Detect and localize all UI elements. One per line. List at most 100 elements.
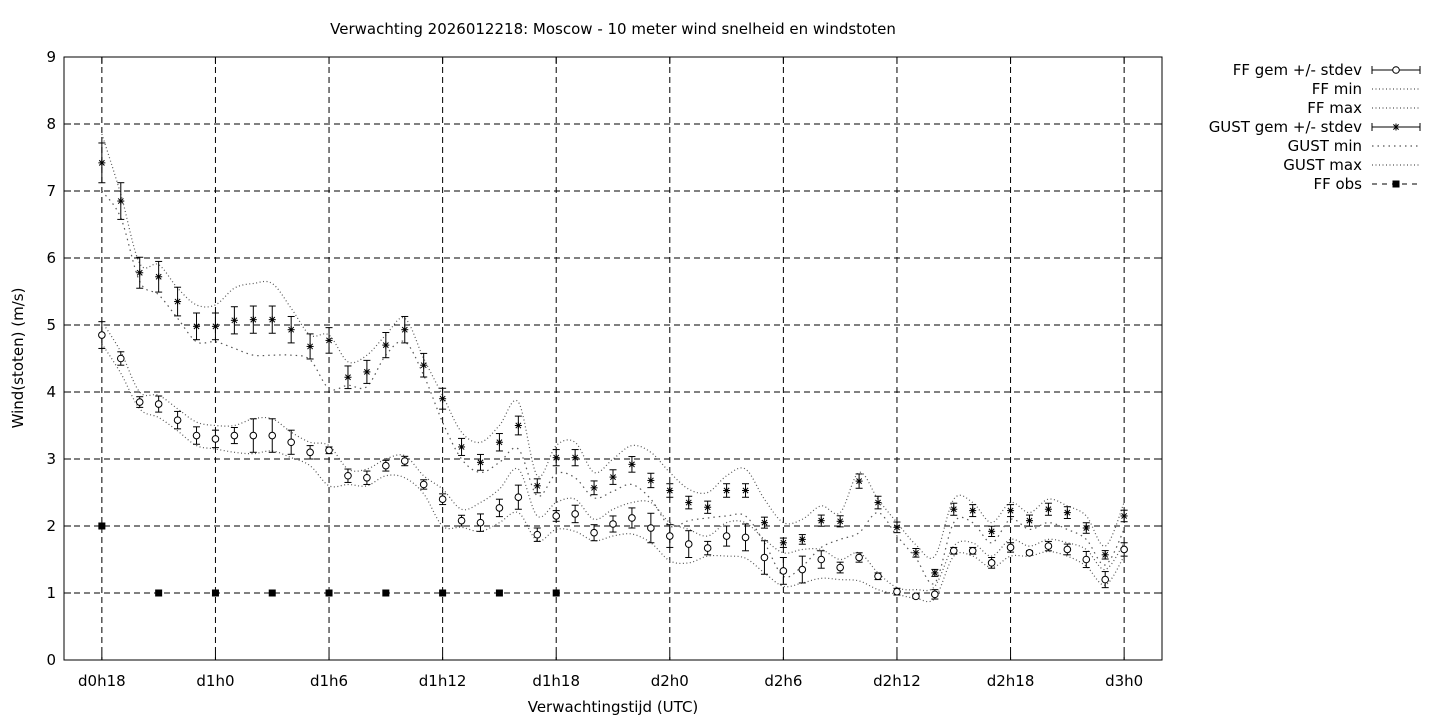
star-stroke (969, 507, 976, 514)
ff-mean-point (287, 438, 295, 447)
star-stroke (818, 517, 825, 524)
star-stroke (799, 536, 806, 543)
ff-mean-point (438, 495, 447, 504)
gust-mean-point (420, 361, 428, 369)
star-stroke (856, 478, 863, 485)
gust-mean-point (193, 322, 201, 330)
ff-mean-point (382, 461, 390, 470)
ff-mean-point (684, 540, 693, 548)
ff-mean-point (268, 431, 277, 440)
ff-mean-point (552, 512, 561, 520)
star-stroke (666, 487, 673, 494)
star-stroke (1026, 517, 1033, 524)
star-stroke (950, 506, 957, 513)
gust-mean-point (988, 527, 996, 535)
chart-title: Verwachting 2026012218: Moscow - 10 mete… (330, 20, 896, 38)
ff-mean-point (1120, 545, 1128, 554)
ff-min-line (101, 343, 1125, 603)
star-stroke (401, 326, 408, 333)
gust-mean-point (742, 486, 750, 494)
ff-mean-point (987, 559, 996, 567)
x-tick-label: d1h6 (310, 672, 348, 690)
x-tick-label: d2h18 (987, 672, 1035, 690)
ff-obs-point (211, 589, 219, 597)
gust-mean-point (211, 322, 219, 330)
gust-mean-point (1025, 517, 1033, 525)
ff-mean-point (192, 431, 201, 440)
gust-mean-point (817, 517, 825, 525)
ff-mean-point (363, 473, 371, 482)
x-tick-label: d2h0 (651, 672, 689, 690)
gust-mean-point (874, 499, 882, 507)
gust-max-line (101, 133, 1125, 559)
gust-mean-point (458, 443, 466, 451)
gust-mean-point (571, 454, 579, 462)
star-stroke (704, 504, 711, 511)
x-tick-label: d0h18 (78, 672, 126, 690)
gust-mean-point (893, 523, 901, 531)
y-axis: 0 1 2 3 4 5 6 7 8 9 (46, 48, 1162, 669)
star-stroke (875, 499, 882, 506)
gust-mean-point (798, 535, 806, 543)
ff-mean-point (1044, 542, 1053, 550)
y-tick-label: 3 (46, 450, 56, 468)
legend-item: FF gem +/- stdev (1233, 61, 1421, 79)
star-stroke (1007, 507, 1014, 514)
ff-obs-point (382, 589, 390, 597)
ff-mean-point (344, 471, 352, 480)
ff-obs-point (552, 589, 560, 597)
legend-marker (1392, 66, 1400, 74)
x-axis: d0h18 d1h0 d1h6 d1h12 d1h18 d2h0 d2h6 d2h12 d2h1… (78, 57, 1143, 690)
gust-mean-point (666, 486, 674, 494)
y-tick-label: 0 (46, 651, 56, 669)
ff-mean-point (836, 563, 844, 572)
y-axis-label: Wind(stoten) (m/s) (9, 288, 27, 429)
star-stroke (761, 519, 768, 526)
gust-mean-point (439, 395, 447, 403)
ff-obs-point (268, 589, 276, 597)
ff-mean-point (1025, 549, 1034, 557)
gust-mean-point (117, 197, 125, 205)
star-stroke (647, 477, 654, 484)
gust-mean-point (382, 341, 390, 349)
star-stroke (723, 487, 730, 494)
gust-mean-point (628, 460, 636, 468)
star-stroke (98, 159, 105, 166)
star-stroke (893, 524, 900, 531)
star-stroke (553, 454, 560, 461)
gust-mean-point (1082, 524, 1090, 532)
star-stroke (1102, 551, 1109, 558)
gust-mean-point (476, 458, 484, 466)
ff-mean-point (855, 553, 863, 562)
ff-mean-point (1006, 543, 1015, 552)
star-stroke (515, 422, 522, 429)
star-stroke (496, 439, 503, 446)
ff-mean-point (968, 546, 977, 555)
gust-mean-point (533, 482, 541, 490)
star-stroke (382, 342, 389, 349)
star-stroke (344, 374, 351, 381)
ff-mean-point (779, 567, 788, 575)
star-stroke (931, 569, 938, 576)
legend-label: FF obs (1313, 175, 1362, 193)
gust-mean-point (401, 326, 409, 334)
gust-mean-point (931, 569, 939, 577)
gust-mean-point (306, 342, 314, 350)
ff-mean-point (571, 510, 579, 518)
gust-mean-point (1007, 507, 1015, 515)
legend-item: FF max (1307, 99, 1420, 117)
star-stroke (136, 269, 143, 276)
ff-mean-point (173, 416, 182, 424)
y-tick-label: 6 (46, 249, 56, 267)
ff-mean-point (628, 514, 636, 522)
star-stroke (591, 484, 598, 491)
gust-mean-point (1120, 512, 1128, 520)
x-tick-label: d2h12 (873, 672, 921, 690)
gust-mean-point (514, 422, 522, 429)
ff-mean-point (495, 504, 504, 512)
gust-mean-point (230, 316, 238, 324)
series-layer (98, 133, 1128, 603)
star-stroke (1064, 509, 1071, 516)
star-stroke (174, 298, 181, 305)
gust-mean-point (855, 477, 863, 485)
